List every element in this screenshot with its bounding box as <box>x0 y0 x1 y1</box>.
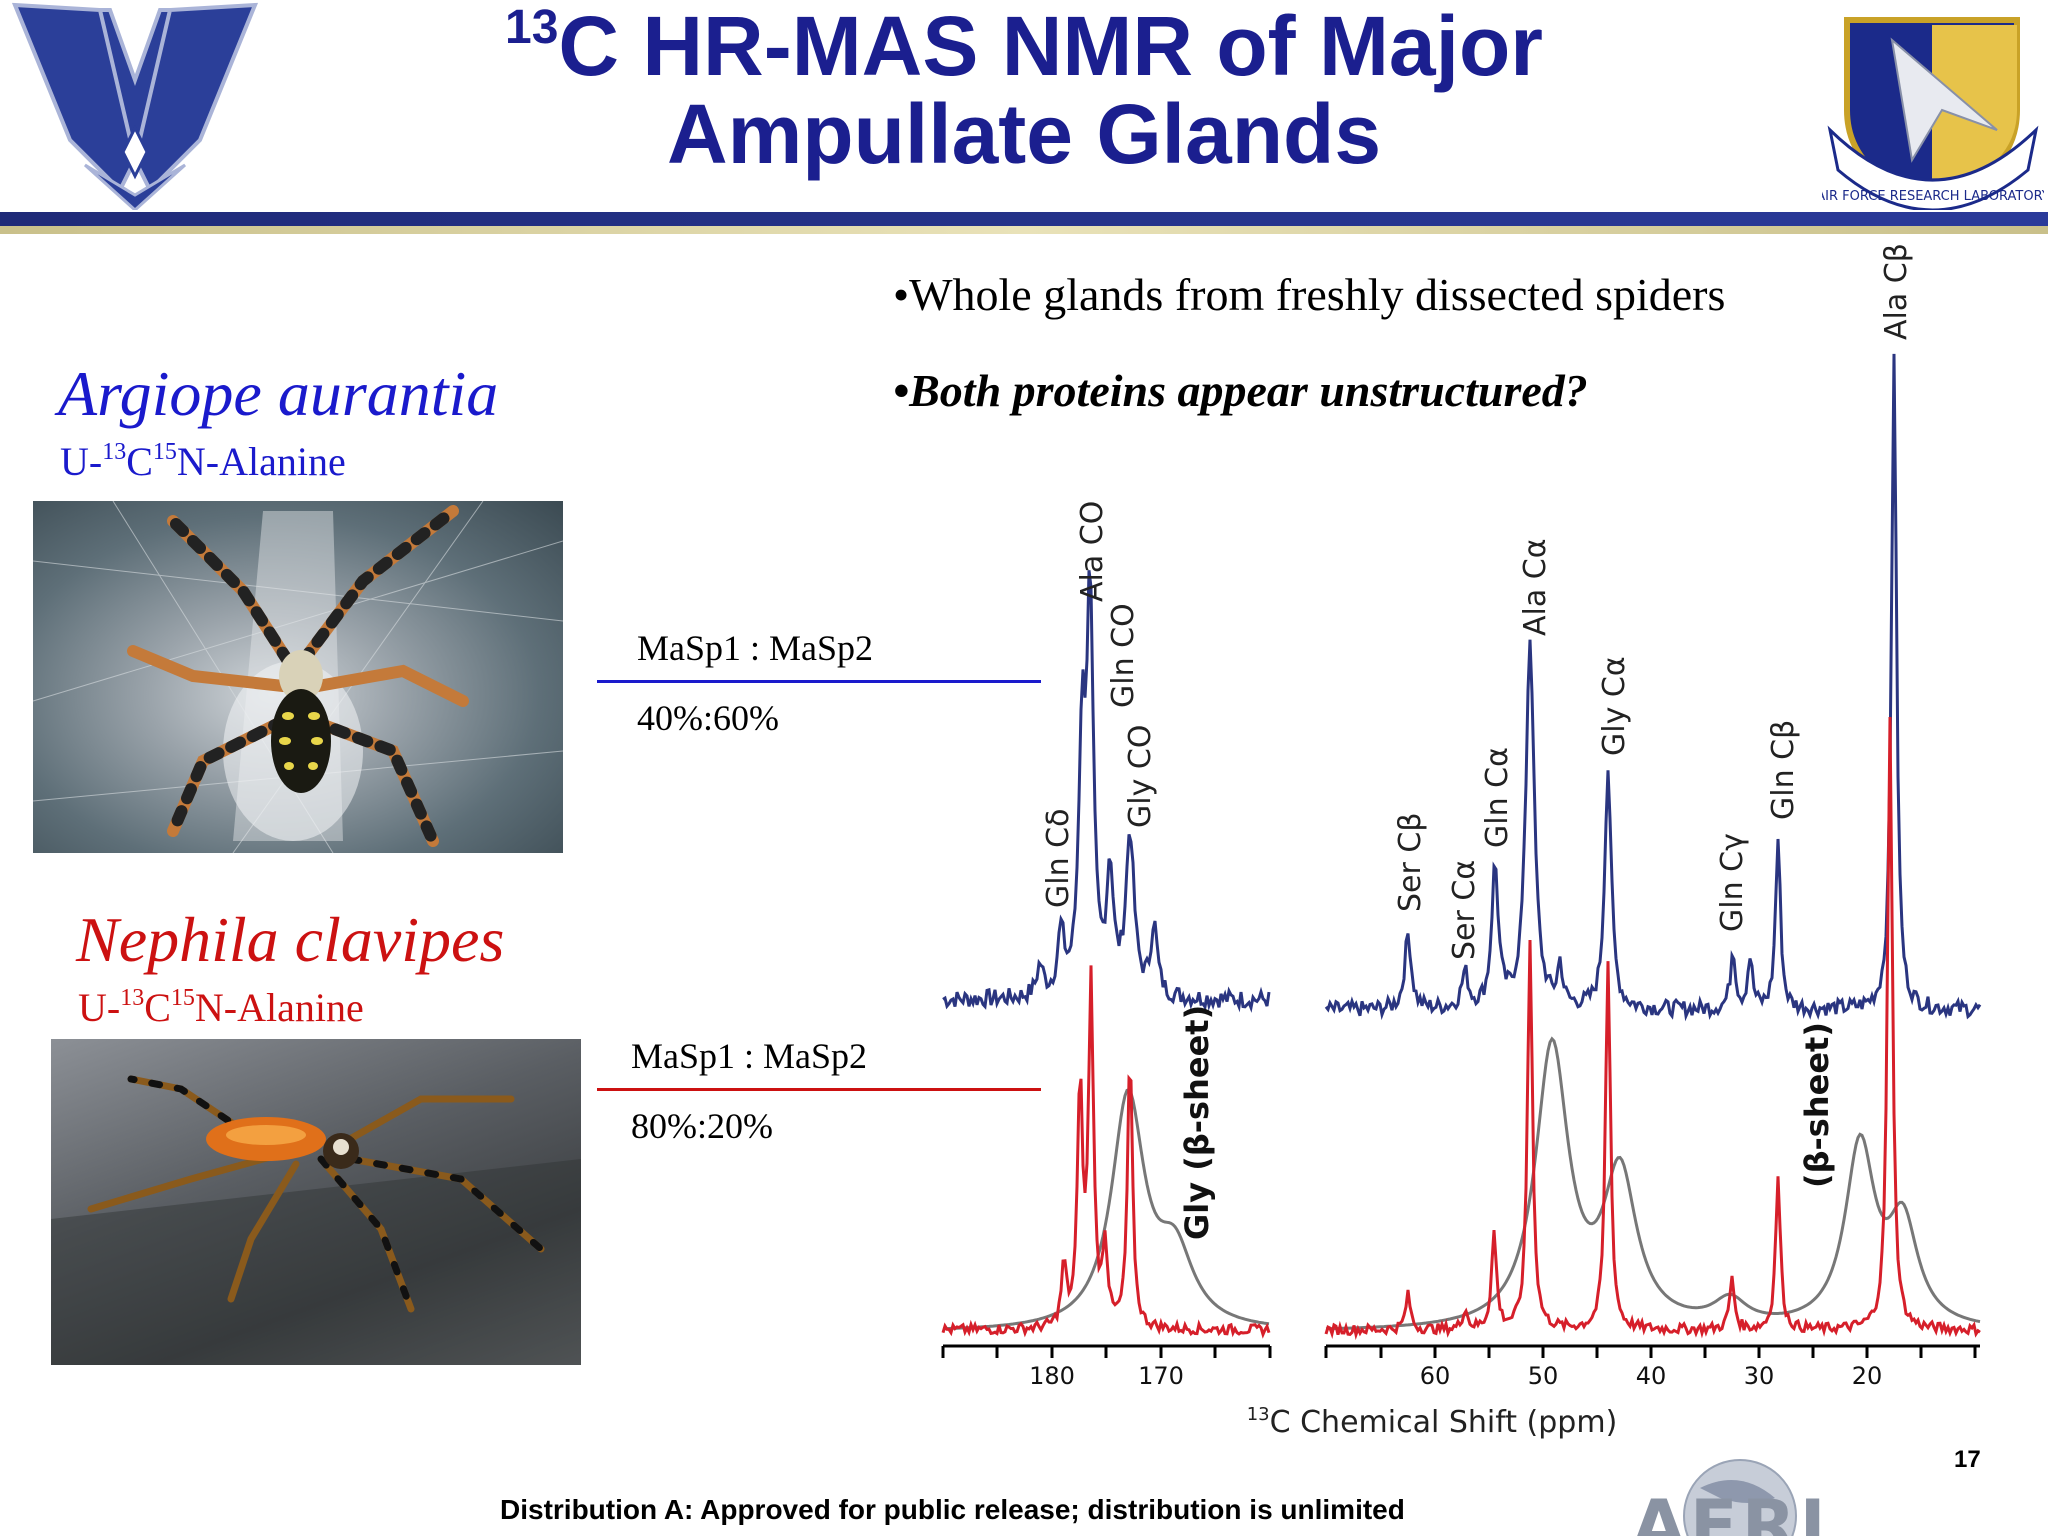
spectrum-trace <box>943 1087 1270 1331</box>
air-force-wings-logo <box>10 0 260 213</box>
bullet-whole-glands: •Whole glands from freshly dissected spi… <box>893 269 1726 320</box>
spectrum-trace <box>1325 1036 1981 1331</box>
header-divider-gold <box>0 226 2048 234</box>
ratio-label-nephila: MaSp1 : MaSp2 <box>631 1036 868 1076</box>
seal-text: AIR FORCE RESEARCH LABORATORY <box>1822 189 2044 204</box>
species-name-nephila: Nephila clavipes <box>76 904 505 975</box>
peak-label-gly-ca: Gly Cα <box>1597 656 1632 756</box>
afrl-logo-text: AFRL <box>1632 1485 1849 1536</box>
spectrum-trace <box>1324 716 1981 1341</box>
peak-label-gln-cg: Gln Cγ <box>1715 833 1750 932</box>
ratio-label-argiope: MaSp1 : MaSp2 <box>637 628 874 668</box>
peak-label-gln-cb: Gln Cβ <box>1766 720 1801 820</box>
x-tick-label: 50 <box>1528 1362 1559 1390</box>
peak-label-gln-ca: Gln Cα <box>1480 747 1515 848</box>
peak-label-gln-cd: Gln Cδ <box>1041 809 1076 908</box>
nephila-spider-photo <box>51 1039 581 1365</box>
ratio-value-argiope: 40%:60% <box>637 698 779 738</box>
header-divider-blue <box>0 212 2048 226</box>
x-tick-label: 20 <box>1852 1362 1883 1390</box>
spectrum-trace <box>941 965 1271 1339</box>
argiope-spider-photo <box>33 501 563 853</box>
x-axis-title: 13C Chemical Shift (ppm) <box>1247 1404 1618 1440</box>
annotation-beta-sheet: (β-sheet) <box>1798 1022 1836 1188</box>
ratio-value-nephila: 80%:20% <box>631 1106 773 1146</box>
peak-label-gly-co: Gly CO <box>1123 725 1158 828</box>
species-name-argiope: Argiope aurantia <box>58 358 499 429</box>
peak-label-ser-ca: Ser Cα <box>1447 860 1482 960</box>
x-tick-label: 170 <box>1138 1362 1184 1390</box>
peak-label-ala-cb: Ala Cβ <box>1879 243 1914 340</box>
bullet-unstructured: •Both proteins appear unstructured? <box>893 365 1588 416</box>
peak-label-ser-cb: Ser Cβ <box>1393 813 1428 912</box>
page-title-line-2: Ampullate Glands <box>666 87 1382 181</box>
ratio-line-nephila <box>597 1088 1041 1091</box>
page-number: 17 <box>1954 1446 1981 1473</box>
annotation-gly-beta-sheet: Gly (β-sheet) <box>1178 1005 1216 1240</box>
x-tick-label: 180 <box>1029 1362 1075 1390</box>
peak-label-ala-co: Ala CO <box>1075 501 1110 602</box>
distribution-statement: Distribution A: Approved for public rele… <box>500 1494 1405 1525</box>
x-tick-label: 40 <box>1636 1362 1667 1390</box>
afrl-seal-logo: AIR FORCE RESEARCH LABORATORY <box>1816 0 2048 212</box>
species-label-argiope: U-13C15N-Alanine <box>60 439 346 484</box>
x-tick-label: 60 <box>1420 1362 1451 1390</box>
spectrum-trace <box>942 570 1271 1013</box>
peak-label-gln-co: Gln CO <box>1106 603 1141 708</box>
spectrum-trace <box>1324 353 1982 1022</box>
peak-label-ala-ca: Ala Cα <box>1518 539 1553 637</box>
x-tick-label: 30 <box>1744 1362 1775 1390</box>
species-label-nephila: U-13C15N-Alanine <box>78 985 364 1030</box>
page-title-line-1: 13C HR-MAS NMR of Major <box>505 0 1543 93</box>
afrl-footer-logo: AFRL <box>1570 1458 1870 1536</box>
ratio-line-argiope <box>597 680 1041 683</box>
